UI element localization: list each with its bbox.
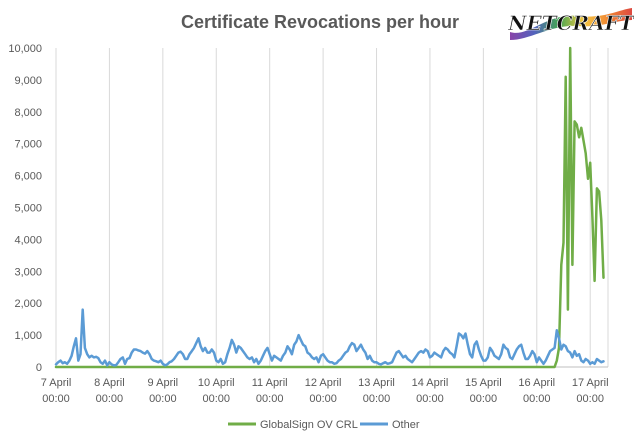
x-tick-label: 17 April	[572, 377, 609, 389]
y-tick-label: 4,000	[14, 234, 42, 246]
x-tick-label-time: 00:00	[416, 393, 444, 405]
x-tick-label-time: 00:00	[363, 393, 391, 405]
x-tick-label: 13 April	[358, 377, 395, 389]
chart-title: Certificate Revocations per hour	[181, 12, 459, 32]
x-tick-label-time: 00:00	[470, 393, 498, 405]
x-axis: 7 April 00:00 8 April 00:00 9 April 00:00 10 A…	[41, 377, 609, 405]
y-tick-label: 3,000	[14, 266, 42, 278]
x-tick-label-time: 00:00	[96, 393, 124, 405]
x-tick-label-time: 00:00	[309, 393, 337, 405]
y-tick-label: 10,000	[8, 43, 42, 55]
netcraft-logo: NETCRAFT	[508, 8, 634, 40]
x-tick-label: 11 April	[252, 377, 288, 389]
x-tick-label-time: 00:00	[523, 393, 551, 405]
x-tick-label: 15 April	[465, 377, 502, 389]
x-tick-label: 9 April	[148, 377, 179, 389]
x-tick-label-time: 00:00	[576, 393, 604, 405]
legend: GlobalSign OV CRL Other	[228, 419, 420, 431]
series-line-1	[54, 308, 605, 367]
series-line-0	[54, 46, 605, 369]
y-tick-label: 7,000	[14, 139, 42, 151]
y-tick-label: 9,000	[14, 75, 42, 87]
gridlines	[55, 48, 609, 367]
x-tick-label-time: 00:00	[149, 393, 177, 405]
x-tick-label: 12 April	[305, 377, 342, 389]
x-tick-label: 14 April	[412, 377, 449, 389]
series-layer	[54, 46, 605, 369]
y-axis: 0 1,000 2,000 3,000 4,000 5,000 6,000 7,000 8,00…	[8, 43, 608, 374]
y-tick-label: 8,000	[14, 107, 42, 119]
svg-text:NETCRAFT: NETCRAFT	[508, 11, 634, 35]
y-tick-label: 0	[36, 362, 42, 374]
y-tick-label: 6,000	[14, 171, 42, 183]
x-tick-label-time: 00:00	[256, 393, 284, 405]
x-tick-label: 16 April	[518, 377, 555, 389]
y-tick-label: 5,000	[14, 203, 42, 215]
x-tick-label: 10 April	[198, 377, 235, 389]
y-tick-label: 1,000	[14, 330, 42, 342]
legend-label: GlobalSign OV CRL	[260, 419, 358, 431]
x-tick-label-time: 00:00	[202, 393, 230, 405]
x-tick-label: 8 April	[94, 377, 125, 389]
x-tick-label: 7 April	[41, 377, 72, 389]
legend-label: Other	[392, 419, 420, 431]
x-tick-label-time: 00:00	[42, 393, 70, 405]
y-tick-label: 2,000	[14, 298, 42, 310]
